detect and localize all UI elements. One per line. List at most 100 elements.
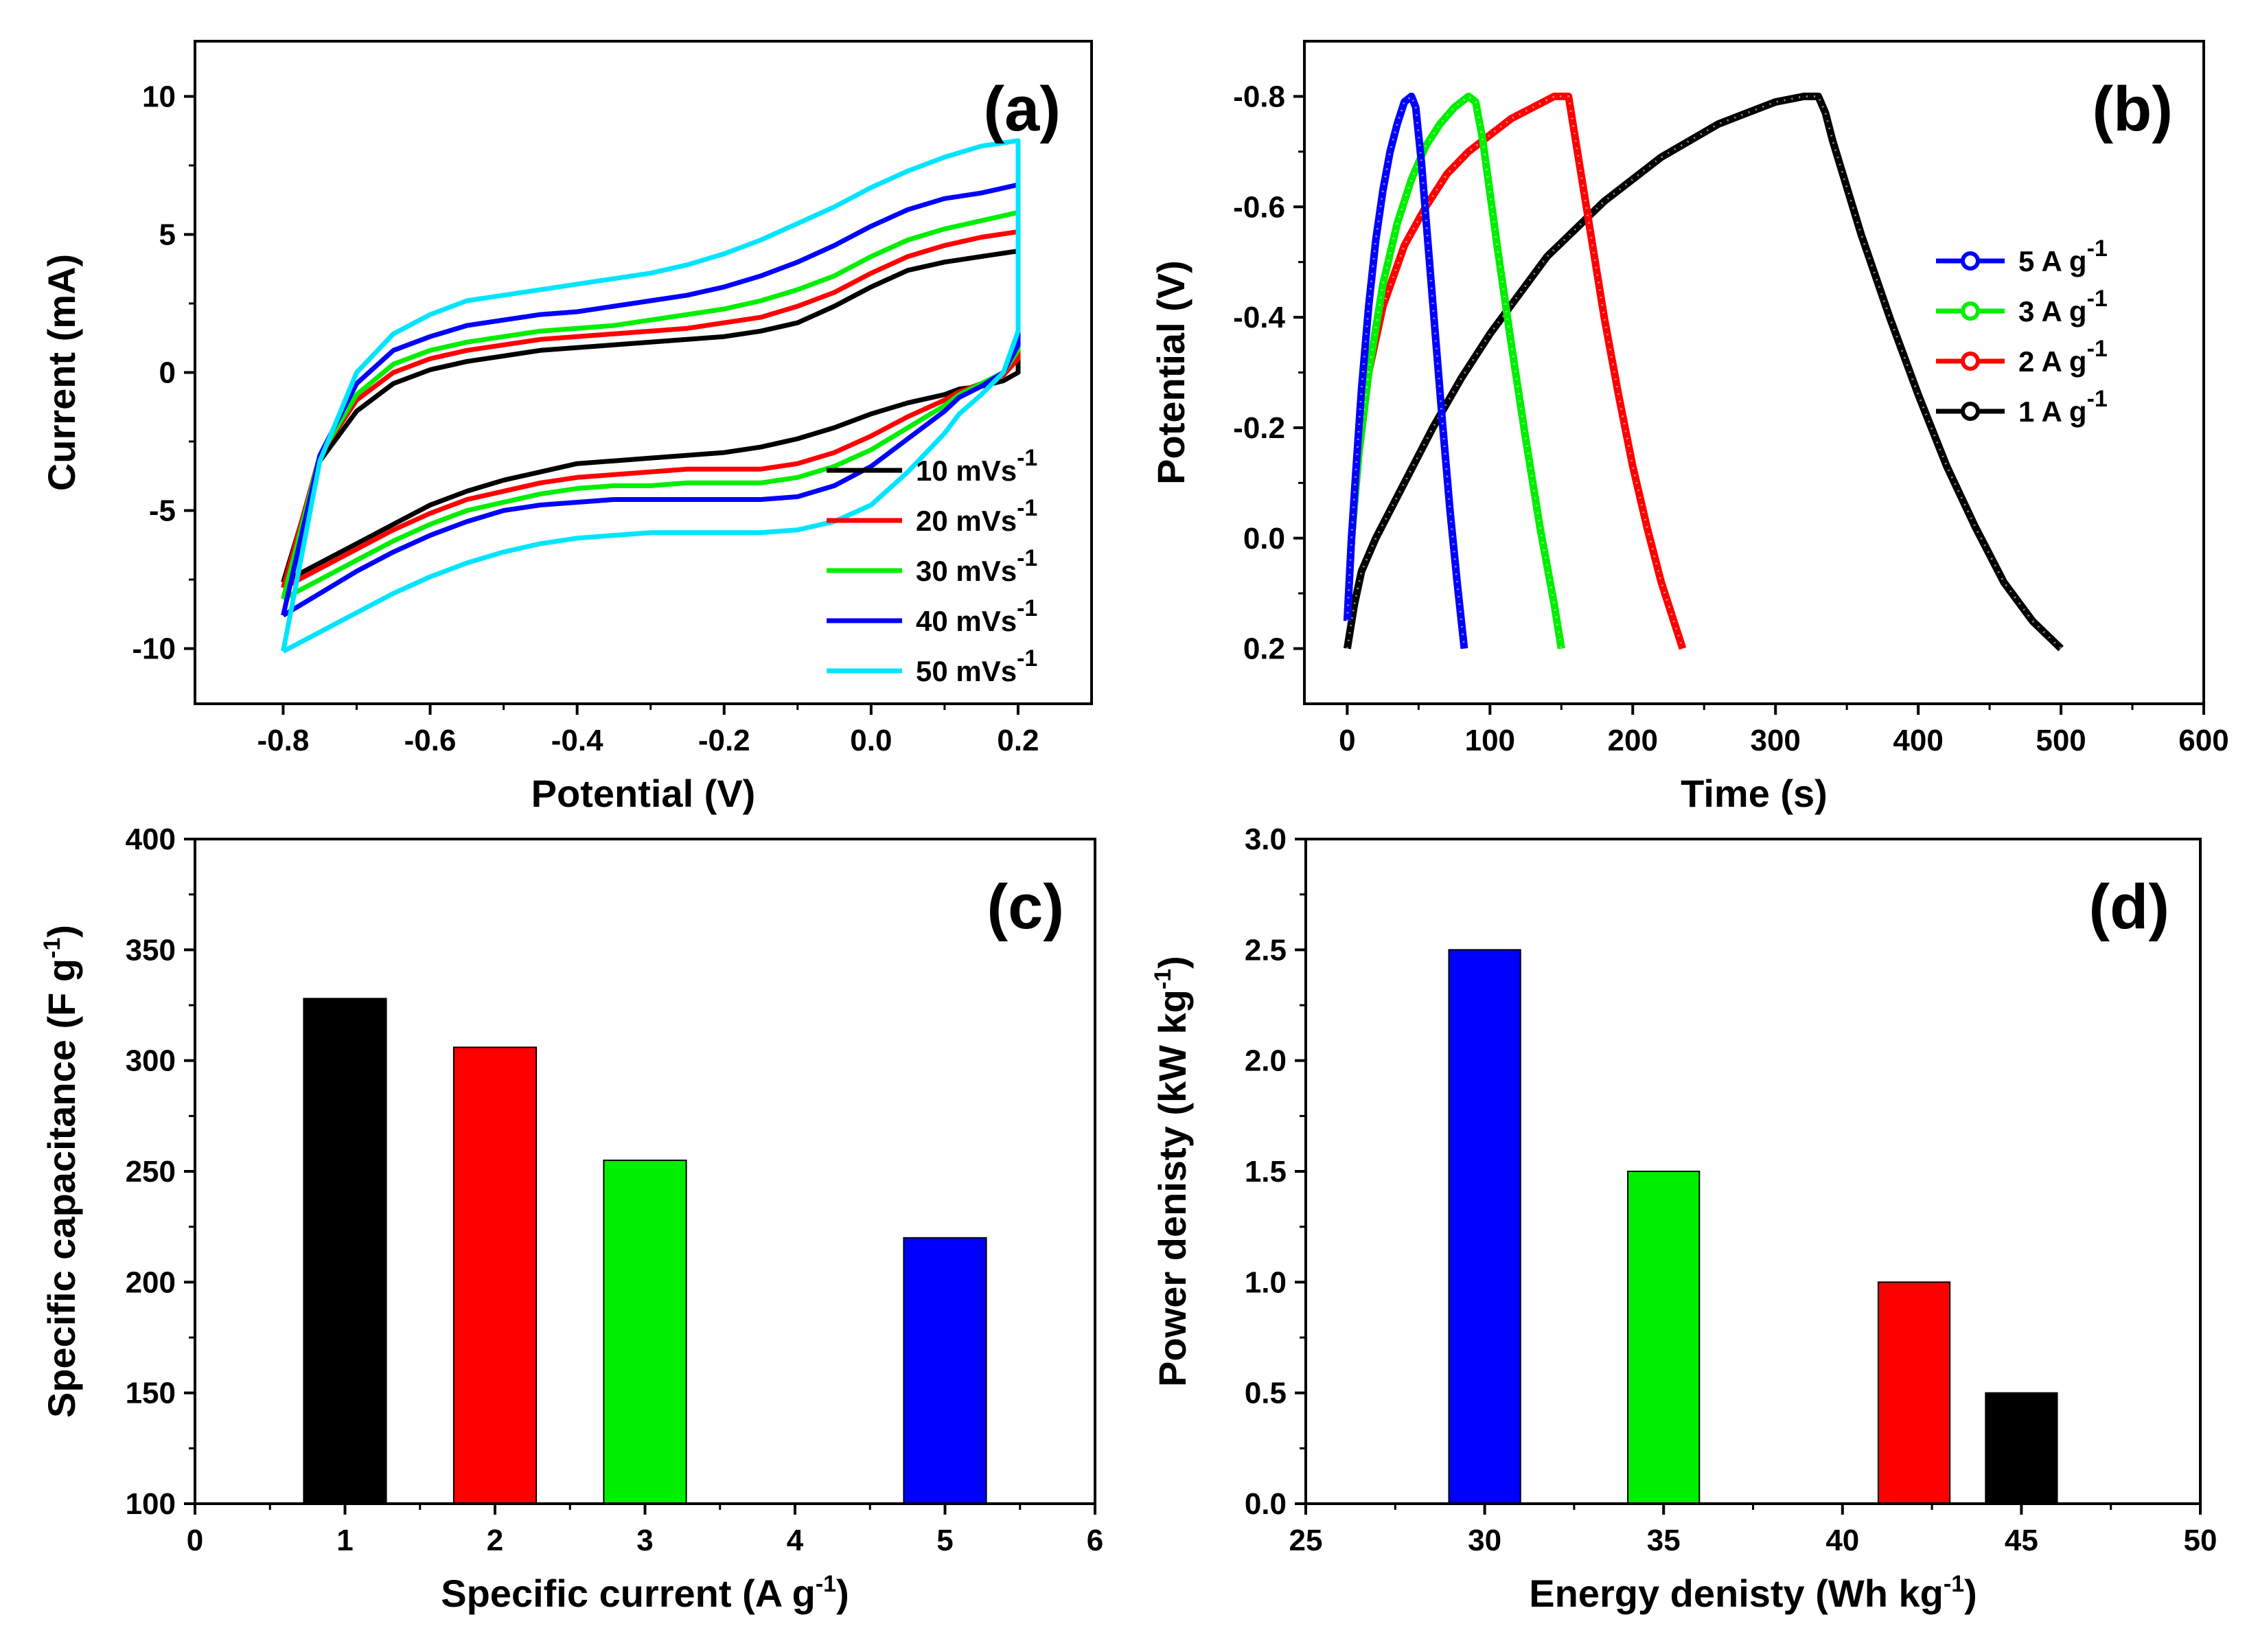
legend-label-sup: -1 bbox=[1017, 445, 1037, 471]
legend-label: 2 A g-1 bbox=[2018, 336, 2108, 378]
x-tick-label: -0.2 bbox=[698, 724, 750, 757]
y-tick-label: 0.5 bbox=[1245, 1377, 1287, 1410]
y-tick-label: 10 bbox=[142, 80, 176, 113]
panel-a: -0.8 -0.6 -0.4 -0.2 0.0 0.2 -10 -5 0 5 10 Potential… bbox=[40, 40, 1093, 815]
panel-b: 0 100 200 300 400 500 600 -0.8 -0.6 -0.4 -0.2 0.0 0.… bbox=[1149, 40, 2229, 815]
y-axis-label-main: Specific capacitance (F g bbox=[40, 959, 83, 1418]
y-tick-label: 1.5 bbox=[1245, 1155, 1287, 1189]
x-tick-label: 50 bbox=[2184, 1524, 2217, 1557]
x-tick-label: 4 bbox=[787, 1524, 804, 1557]
series-group bbox=[281, 138, 1021, 654]
y-tick-label: -10 bbox=[132, 632, 176, 666]
series-1-line bbox=[1343, 92, 2064, 652]
y-tick-label: 200 bbox=[126, 1265, 176, 1299]
legend-label-main: 50 mVs bbox=[916, 655, 1017, 687]
y-axis-label-end: ) bbox=[40, 925, 83, 938]
legend-label: 5 A g-1 bbox=[2018, 236, 2108, 277]
x-tick-label: 3 bbox=[636, 1524, 653, 1557]
legend-label-sup: -1 bbox=[2087, 336, 2108, 362]
bar-4 bbox=[903, 1237, 987, 1505]
legend-label-sup: -1 bbox=[1017, 495, 1037, 521]
x-tick-label: -0.8 bbox=[257, 724, 310, 757]
panel-label: (d) bbox=[2089, 872, 2169, 942]
x-tick-label: 40 bbox=[1825, 1524, 1859, 1557]
x-tick-label: 2 bbox=[487, 1524, 503, 1557]
series-4-line bbox=[1343, 92, 1468, 650]
legend-marker bbox=[1961, 352, 1980, 371]
legend-label: 40 mVs-1 bbox=[916, 595, 1037, 637]
x-tick-label: 0 bbox=[187, 1524, 203, 1557]
x-tick-label: 5 bbox=[936, 1524, 953, 1557]
x-axis-label: Energy denisty (Wh kg-1) bbox=[1529, 1571, 1977, 1615]
x-tick-label: 1 bbox=[336, 1524, 353, 1557]
y-tick-label: -0.8 bbox=[1233, 80, 1285, 113]
bar-2 bbox=[1627, 1171, 1701, 1504]
panel-c: 0 1 2 3 4 5 6 100 150 200 250 300 350 400 Specific cur… bbox=[39, 823, 1103, 1615]
legend-label: 20 mVs-1 bbox=[916, 495, 1037, 537]
y-tick-label: 0 bbox=[159, 356, 176, 390]
legend-label-main: 10 mVs bbox=[916, 455, 1017, 487]
x-tick-label: 0.0 bbox=[850, 724, 892, 757]
legend-label-main: 2 A g bbox=[2018, 345, 2087, 378]
y-tick-label: 3.0 bbox=[1245, 823, 1287, 856]
legend-marker bbox=[1961, 402, 1980, 421]
y-axis-label-main: Power denisty (kW kg bbox=[1151, 989, 1194, 1387]
panel-label: (c) bbox=[987, 872, 1064, 942]
legend-marker bbox=[1961, 251, 1980, 271]
x-axis-label-main: Energy denisty (Wh kg bbox=[1529, 1572, 1944, 1615]
x-axis-label: Time (s) bbox=[1681, 772, 1828, 815]
x-tick-label: 45 bbox=[2005, 1524, 2038, 1557]
x-tick-label: 6 bbox=[1087, 1524, 1103, 1557]
y-axis-label-sup: -1 bbox=[39, 938, 65, 959]
x-tick-label: 0.2 bbox=[997, 724, 1039, 757]
bar-1 bbox=[303, 998, 387, 1504]
y-axis-label: Current (mA) bbox=[40, 254, 83, 491]
y-tick-label: 0.0 bbox=[1243, 522, 1285, 555]
y-tick-label: 2.5 bbox=[1245, 933, 1287, 967]
x-axis-label: Potential (V) bbox=[531, 772, 756, 815]
series-3-markers bbox=[1346, 95, 1563, 649]
x-tick-label: 25 bbox=[1289, 1524, 1323, 1557]
legend-label-main: 40 mVs bbox=[916, 605, 1017, 637]
series-4-line bbox=[281, 182, 1021, 618]
x-axis-label-end: ) bbox=[836, 1572, 849, 1615]
legend-label: 1 A g-1 bbox=[2018, 386, 2108, 428]
legend-label-main: 30 mVs bbox=[916, 555, 1017, 587]
x-tick-label: -0.4 bbox=[551, 724, 603, 757]
legend-label: 30 mVs-1 bbox=[916, 545, 1037, 587]
x-tick-label: 100 bbox=[1465, 724, 1515, 757]
x-tick-label: 35 bbox=[1647, 1524, 1681, 1557]
plot-frame bbox=[1304, 838, 2202, 1505]
y-tick-label: 400 bbox=[126, 823, 176, 856]
y-axis-label-sup: -1 bbox=[1150, 969, 1176, 989]
series-1-line bbox=[281, 249, 1021, 585]
bar-1 bbox=[1448, 949, 1521, 1505]
bar-3 bbox=[1877, 1281, 1951, 1505]
x-tick-label: 500 bbox=[2036, 724, 2086, 757]
legend-label-sup: -1 bbox=[1017, 645, 1037, 672]
series-3-line bbox=[281, 209, 1021, 601]
y-tick-label: -0.4 bbox=[1233, 301, 1285, 334]
y-tick-label: 2.0 bbox=[1245, 1044, 1287, 1078]
x-tick-label: 300 bbox=[1750, 724, 1800, 757]
panel-label: (b) bbox=[2093, 74, 2173, 144]
legend-label: 3 A g-1 bbox=[2018, 286, 2108, 328]
bar-3 bbox=[603, 1159, 687, 1505]
x-tick-label: 30 bbox=[1468, 1524, 1501, 1557]
x-axis-label-end: ) bbox=[1964, 1572, 1977, 1615]
legend-label-sup: -1 bbox=[1017, 595, 1037, 621]
y-tick-label: 300 bbox=[126, 1044, 176, 1078]
series-5-line bbox=[281, 138, 1021, 654]
y-axis-label: Power denisty (kW kg-1) bbox=[1150, 956, 1194, 1387]
legend-label: 50 mVs-1 bbox=[916, 645, 1037, 687]
legend-marker bbox=[1961, 301, 1980, 321]
legend-label-main: 3 A g bbox=[2018, 295, 2087, 328]
legend-label-main: 20 mVs bbox=[916, 505, 1017, 537]
series-2-line bbox=[281, 229, 1021, 590]
y-tick-label: 350 bbox=[126, 933, 176, 967]
panel-label: (a) bbox=[984, 74, 1061, 144]
x-axis-label: Specific current (A g-1) bbox=[441, 1571, 849, 1615]
x-axis-label-main: Specific current (A g bbox=[441, 1572, 816, 1615]
x-tick-label: 200 bbox=[1608, 724, 1658, 757]
